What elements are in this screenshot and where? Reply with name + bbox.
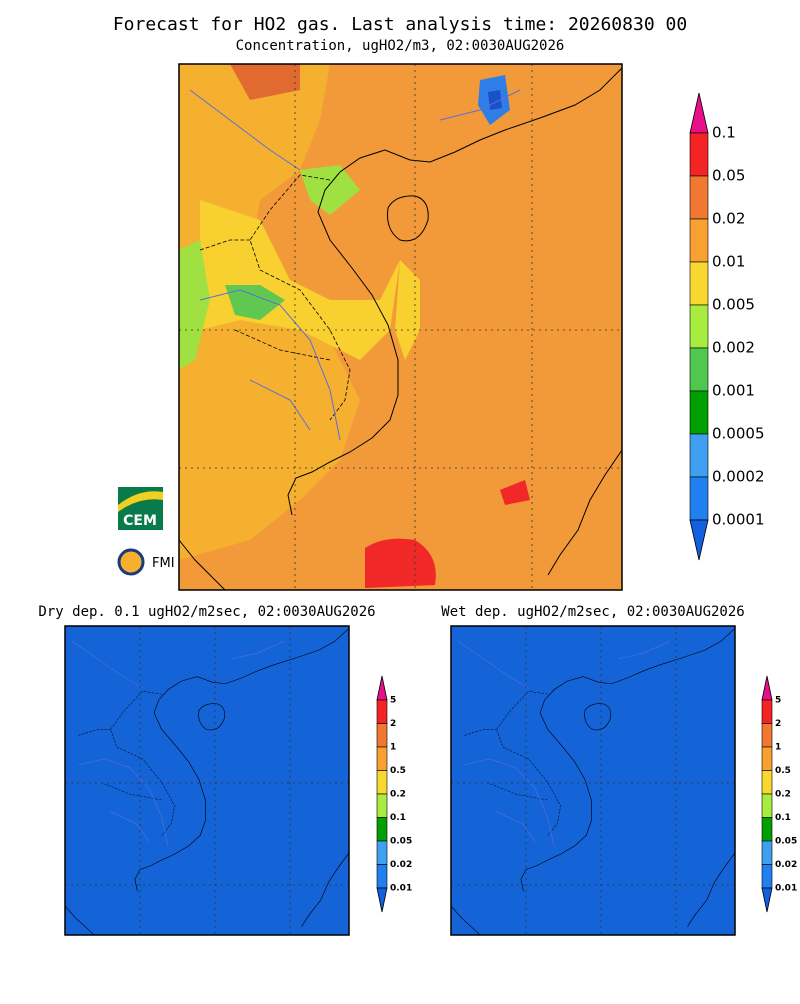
colorbar-segment bbox=[761, 840, 773, 865]
colorbar-segment bbox=[376, 840, 388, 865]
colorbar-label: 2 bbox=[390, 719, 396, 729]
colorbar-cap bbox=[689, 519, 709, 561]
colorbar-label: 0.2 bbox=[775, 790, 791, 800]
colorbar-segment bbox=[761, 723, 773, 748]
colorbar-segment bbox=[689, 132, 709, 177]
colorbar-label: 0.2 bbox=[390, 790, 406, 800]
colorbar-label: 0.5 bbox=[390, 766, 406, 776]
colorbar-segment bbox=[689, 261, 709, 306]
colorbar-label: 0.05 bbox=[712, 167, 745, 185]
colorbar-segment bbox=[689, 390, 709, 435]
colorbar-label: 1 bbox=[775, 743, 781, 753]
colorbar-segment bbox=[689, 347, 709, 392]
colorbar-label: 0.1 bbox=[775, 813, 791, 823]
colorbar-segment bbox=[761, 746, 773, 771]
colorbar-label: 0.1 bbox=[390, 813, 406, 823]
colorbar-segment bbox=[689, 476, 709, 521]
colorbar-cap bbox=[376, 887, 388, 913]
colorbar-segment bbox=[761, 770, 773, 795]
main-subtitle: Concentration, ugHO2/m3, 02:0030AUG2026 bbox=[236, 38, 565, 54]
dry-map bbox=[64, 625, 350, 936]
colorbar-label: 0.01 bbox=[712, 253, 745, 271]
colorbar-label: 0.02 bbox=[390, 860, 412, 870]
wet-map bbox=[450, 625, 736, 936]
colorbar-segment bbox=[761, 699, 773, 724]
colorbar-label: 0.1 bbox=[712, 124, 736, 142]
colorbar-label: 0.02 bbox=[712, 210, 745, 228]
colorbar-segment bbox=[689, 218, 709, 263]
colorbar-label: 0.005 bbox=[712, 296, 755, 314]
colorbar-segment bbox=[376, 699, 388, 724]
colorbar-segment bbox=[376, 817, 388, 842]
colorbar-label: 0.0005 bbox=[712, 425, 765, 443]
main-map bbox=[178, 63, 623, 591]
colorbar-label: 0.01 bbox=[390, 884, 412, 894]
colorbars: 0.1 0.05 0.02 0.01 0.005 0.002 0.001 0.0005 0.00… bbox=[376, 92, 797, 913]
colorbar-segment bbox=[761, 793, 773, 818]
colorbar-label: 0.0002 bbox=[712, 468, 765, 486]
colorbar-segment bbox=[689, 175, 709, 220]
cem-logo: CEM bbox=[118, 487, 163, 530]
colorbar-label: 0.05 bbox=[390, 837, 412, 847]
colorbar-segment bbox=[376, 770, 388, 795]
colorbar-cap bbox=[761, 887, 773, 913]
colorbar-cap bbox=[761, 675, 773, 701]
fmi-text: FMI bbox=[152, 556, 175, 571]
colorbar-segment bbox=[761, 864, 773, 889]
colorbar-cap bbox=[376, 675, 388, 701]
colorbar-label: 0.02 bbox=[775, 860, 797, 870]
colorbar-segment bbox=[376, 723, 388, 748]
fmi-logo: FMI bbox=[117, 548, 175, 576]
colorbar-segment bbox=[376, 864, 388, 889]
dry-dep-title: Dry dep. 0.1 ugHO2/m2sec, 02:0030AUG2026 bbox=[38, 604, 375, 620]
main-title: Forecast for HO2 gas. Last analysis time… bbox=[113, 14, 687, 35]
colorbar-segment bbox=[761, 817, 773, 842]
colorbar-label: 0.05 bbox=[775, 837, 797, 847]
colorbar-label: 5 bbox=[775, 696, 781, 706]
colorbar-label: 0.001 bbox=[712, 382, 755, 400]
colorbar-cap bbox=[689, 92, 709, 134]
colorbar-label: 0.01 bbox=[775, 884, 797, 894]
colorbar-label: 1 bbox=[390, 743, 396, 753]
colorbar-label: 5 bbox=[390, 696, 396, 706]
cem-text: CEM bbox=[123, 513, 157, 529]
colorbar-segment bbox=[376, 793, 388, 818]
colorbar-segment bbox=[689, 433, 709, 478]
wet-dep-title: Wet dep. ugHO2/m2sec, 02:0030AUG2026 bbox=[441, 604, 744, 620]
colorbar-segment bbox=[376, 746, 388, 771]
colorbar-label: 0.002 bbox=[712, 339, 755, 357]
colorbar-segment bbox=[689, 304, 709, 349]
colorbar-label: 2 bbox=[775, 719, 781, 729]
colorbar-label: 0.5 bbox=[775, 766, 791, 776]
colorbar-label: 0.0001 bbox=[712, 511, 765, 529]
